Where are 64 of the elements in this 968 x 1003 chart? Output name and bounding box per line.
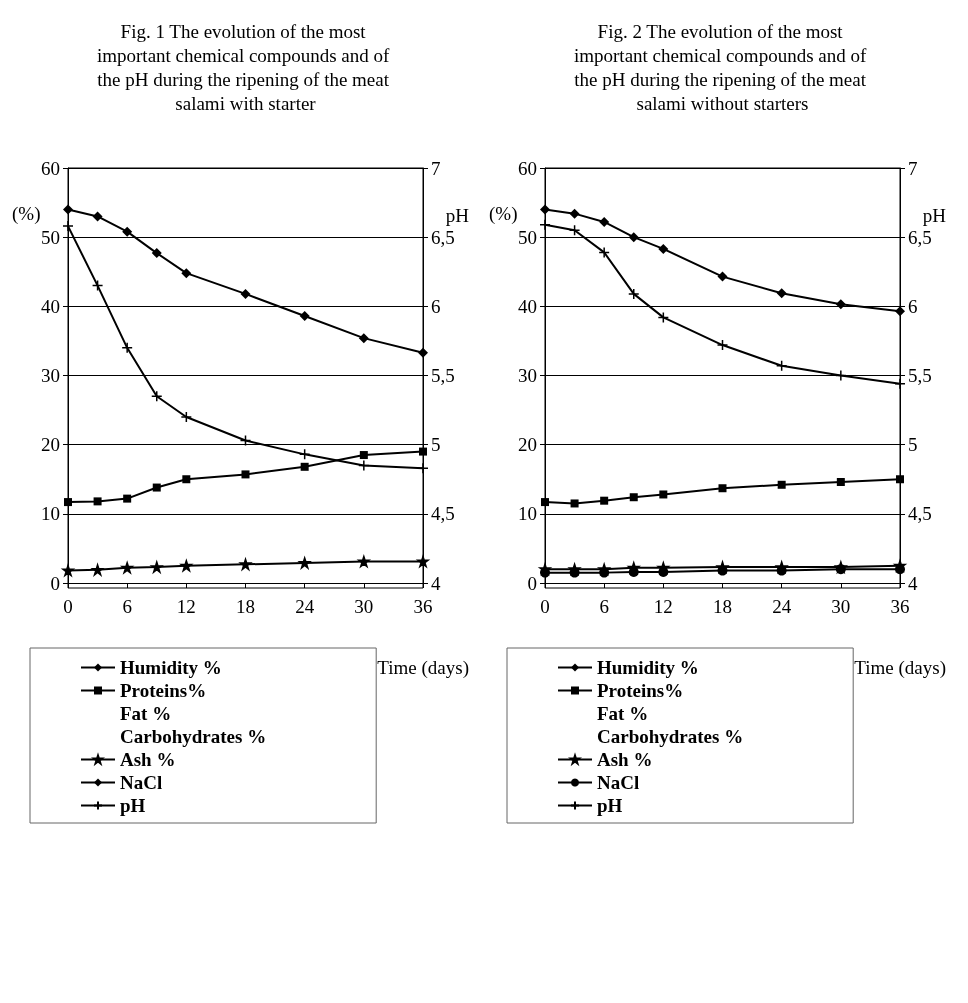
y2-tick-label: 7 — [908, 157, 918, 179]
y2-tick-label: 4 — [431, 572, 441, 594]
y2-tick-label: 4 — [908, 572, 918, 594]
x-tick-label: 30 — [831, 596, 851, 617]
x-tick-label: 30 — [354, 596, 374, 617]
x-tick-label: 12 — [176, 596, 196, 617]
x-tick-label: 6 — [599, 596, 609, 617]
x-tick-label: 18 — [236, 596, 255, 617]
y2-tick-label: 5,5 — [431, 365, 455, 386]
legend-label: Proteins% — [597, 680, 684, 701]
x-tick-label: 36 — [413, 596, 433, 617]
y-tick-label: 0 — [527, 572, 537, 594]
x-tick-label: 6 — [122, 596, 132, 617]
legend-label: Humidity % — [597, 657, 699, 678]
text: Carbohydrates % — [120, 726, 267, 747]
y2-tick-label: 5 — [908, 434, 918, 456]
y2-axis-title: pH — [922, 205, 947, 226]
legend-label: NaCl — [120, 772, 163, 793]
y2-axis-title: pH — [445, 205, 470, 226]
y-tick-label: 50 — [518, 226, 537, 248]
legend-label: pH — [120, 795, 146, 816]
y-tick-label: 50 — [41, 226, 60, 248]
y-axis-title: (%) — [489, 203, 518, 225]
y-tick-label: 30 — [41, 365, 60, 386]
text: Carbohydrates % — [597, 726, 744, 747]
x-tick-label: 18 — [713, 596, 732, 617]
legend-label: Proteins% — [120, 680, 207, 701]
text: Fat % — [120, 703, 172, 724]
x-tick-label: 0 — [63, 596, 73, 617]
text: Fat % — [597, 703, 649, 724]
x-tick-label: 36 — [890, 596, 910, 617]
y-tick-label: 60 — [41, 157, 60, 179]
y2-tick-label: 5 — [431, 434, 441, 456]
y-tick-label: 30 — [518, 365, 537, 386]
chart-title: Fig. 1 The evolution of the most important chemical compounds and of the pH during the ripening of the meat salami with starter — [96, 20, 395, 114]
legend-label: Humidity % — [120, 657, 222, 678]
chart-title: Fig. 2 The evolution of the most important chemical compounds and of the pH during the ripening of the meat salami without starters — [573, 20, 872, 114]
x-tick-label: 0 — [540, 596, 550, 617]
y-tick-label: 40 — [518, 295, 537, 317]
x-axis-title: Time (days) — [377, 657, 470, 679]
y2-tick-label: 6,5 — [908, 226, 932, 248]
legend-label: Ash % — [120, 749, 176, 770]
y2-tick-label: 4,5 — [908, 503, 932, 525]
y-tick-label: 0 — [50, 572, 60, 594]
y2-tick-label: 6 — [431, 295, 441, 317]
y-axis-title: (%) — [12, 203, 41, 225]
x-axis-title: Time (days) — [854, 657, 947, 679]
y-tick-label: 20 — [41, 434, 60, 456]
y-tick-label: 10 — [41, 503, 60, 525]
y-tick-label: 40 — [41, 295, 60, 317]
legend-label: NaCl — [597, 772, 640, 793]
y2-tick-label: 6,5 — [431, 226, 455, 248]
y-tick-label: 20 — [518, 434, 537, 456]
x-tick-label: 24 — [772, 596, 792, 617]
legend-label: pH — [597, 795, 623, 816]
y-tick-label: 60 — [518, 157, 537, 179]
y2-tick-label: 5,5 — [908, 365, 932, 386]
y-tick-label: 10 — [518, 503, 537, 525]
x-tick-label: 12 — [653, 596, 673, 617]
y2-tick-label: 4,5 — [431, 503, 455, 525]
y2-tick-label: 7 — [431, 157, 441, 179]
legend-label: Ash % — [597, 749, 653, 770]
y2-tick-label: 6 — [908, 295, 918, 317]
x-tick-label: 24 — [295, 596, 315, 617]
